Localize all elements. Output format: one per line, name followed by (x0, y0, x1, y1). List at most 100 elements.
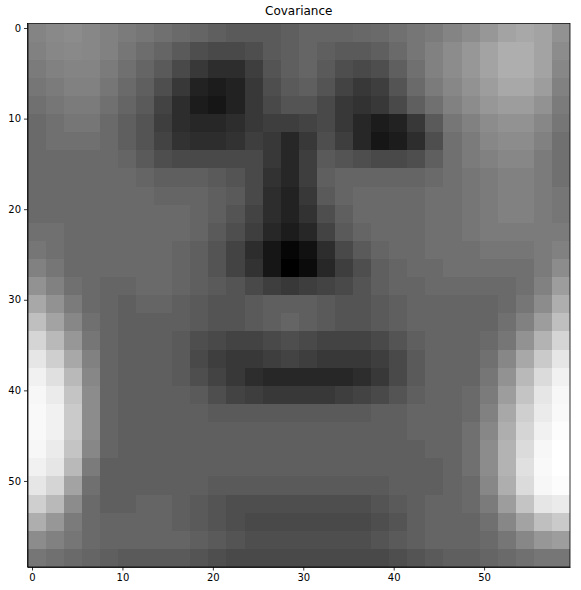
heatmap-cell (371, 549, 390, 567)
heatmap-cell (498, 223, 517, 242)
heatmap-cell (46, 386, 65, 405)
heatmap-cell (281, 168, 300, 187)
heatmap-cell (299, 350, 318, 369)
heatmap-cell (371, 476, 390, 495)
heatmap-cell (317, 168, 336, 187)
heatmap-cell (118, 313, 137, 332)
heatmap-cell (353, 531, 372, 550)
heatmap-cell (226, 458, 245, 477)
heatmap-cell (28, 549, 47, 567)
heatmap-cell (226, 331, 245, 350)
x-tick-mark (394, 567, 395, 571)
heatmap-cell (245, 513, 264, 532)
heatmap-cell (371, 150, 390, 169)
heatmap-cell (299, 295, 318, 314)
heatmap-cell (118, 241, 137, 260)
heatmap-cell (534, 495, 553, 514)
heatmap-cell (136, 331, 155, 350)
heatmap-cell (299, 386, 318, 405)
heatmap-cell (64, 531, 83, 550)
heatmap-cell (353, 78, 372, 97)
heatmap-cell (64, 440, 83, 459)
heatmap-cell (317, 549, 336, 567)
heatmap-cell (190, 350, 209, 369)
heatmap-cell (335, 422, 354, 441)
heatmap-cell (245, 60, 264, 79)
heatmap-cell (371, 78, 390, 97)
y-tick-mark (24, 390, 28, 391)
heatmap-cell (498, 96, 517, 115)
heatmap-cell (534, 313, 553, 332)
heatmap-cell (226, 187, 245, 206)
heatmap-cell (136, 24, 155, 43)
heatmap-cell (118, 331, 137, 350)
heatmap-cell (389, 476, 408, 495)
heatmap-cell (389, 386, 408, 405)
heatmap-cell (190, 295, 209, 314)
heatmap-cell (208, 277, 227, 296)
heatmap-cell (226, 313, 245, 332)
heatmap-cell (82, 223, 101, 242)
heatmap-cell (480, 168, 499, 187)
heatmap-cell (480, 313, 499, 332)
heatmap-cell (425, 277, 444, 296)
heatmap-cell (82, 168, 101, 187)
heatmap-cell (245, 495, 264, 514)
heatmap-cell (371, 331, 390, 350)
heatmap-cell (190, 114, 209, 133)
heatmap-cell (498, 476, 517, 495)
heatmap-cell (425, 205, 444, 224)
heatmap-cell (425, 187, 444, 206)
heatmap-cell (317, 404, 336, 423)
heatmap-cell (371, 368, 390, 387)
heatmap-cell (317, 331, 336, 350)
heatmap-cell (335, 96, 354, 115)
heatmap-cell (516, 60, 535, 79)
heatmap-cell (389, 187, 408, 206)
heatmap-cell (335, 331, 354, 350)
heatmap-cell (389, 350, 408, 369)
heatmap-cell (299, 205, 318, 224)
heatmap-cell (516, 205, 535, 224)
heatmap-cell (443, 549, 462, 567)
plot-frame (28, 24, 571, 568)
heatmap-cell (425, 241, 444, 260)
heatmap-cell (407, 42, 426, 61)
heatmap-cell (226, 223, 245, 242)
heatmap-cell (552, 24, 570, 43)
heatmap-cell (118, 24, 137, 43)
heatmap-cell (245, 549, 264, 567)
heatmap-cell (407, 168, 426, 187)
heatmap-cell (172, 313, 191, 332)
y-tick: 40 (8, 385, 27, 396)
heatmap-cell (118, 404, 137, 423)
heatmap-cell (443, 350, 462, 369)
heatmap-cell (154, 531, 173, 550)
heatmap-cell (263, 331, 282, 350)
heatmap-cell (407, 223, 426, 242)
heatmap-cell (552, 96, 570, 115)
heatmap-cell (371, 295, 390, 314)
heatmap-cell (172, 168, 191, 187)
heatmap-cell (118, 168, 137, 187)
heatmap-cell (82, 368, 101, 387)
heatmap-cell (335, 368, 354, 387)
heatmap-cell (371, 440, 390, 459)
heatmap-cell (480, 531, 499, 550)
heatmap-cell (299, 513, 318, 532)
heatmap-cell (100, 531, 119, 550)
heatmap-cell (317, 150, 336, 169)
heatmap-cell (498, 42, 517, 61)
heatmap-cell (462, 150, 481, 169)
heatmap-cell (516, 313, 535, 332)
heatmap-cell (100, 42, 119, 61)
heatmap-cell (443, 168, 462, 187)
heatmap-cell (534, 150, 553, 169)
heatmap-cell (100, 259, 119, 278)
heatmap-cell (190, 259, 209, 278)
heatmap-cell (118, 549, 137, 567)
heatmap-cell (407, 241, 426, 260)
heatmap-cell (335, 132, 354, 151)
heatmap-cell (245, 295, 264, 314)
heatmap-cell (136, 96, 155, 115)
